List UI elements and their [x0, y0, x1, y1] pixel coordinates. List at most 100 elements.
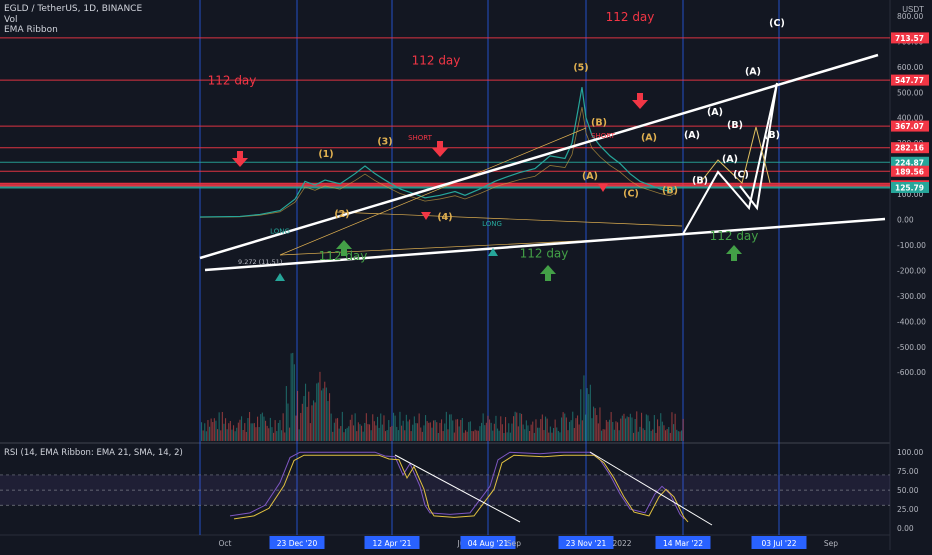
- currency-label[interactable]: USDT: [902, 5, 924, 14]
- volume-bar: [682, 418, 684, 441]
- ema-ribbon-legend[interactable]: EMA Ribbon: [4, 25, 58, 35]
- y-tick-label: 500.00: [897, 88, 923, 97]
- rsi-signal-line: [233, 454, 689, 523]
- volume-bar: [554, 419, 556, 441]
- volume-bar: [585, 414, 587, 441]
- volume-bar: [594, 408, 596, 441]
- volume-bar: [540, 419, 542, 441]
- volume-bar: [469, 421, 471, 441]
- volume-bar: [561, 417, 563, 441]
- volume-bar: [613, 429, 615, 441]
- volume-bar: [609, 419, 611, 441]
- volume-bar: [255, 427, 257, 441]
- volume-bar: [229, 420, 231, 441]
- volume-bar: [338, 428, 340, 441]
- volume-bar: [599, 407, 601, 441]
- volume-bar: [361, 425, 363, 441]
- volume-bar: [481, 422, 483, 441]
- volume-bar: [557, 430, 559, 441]
- volume-bar: [457, 419, 459, 441]
- volume-bar: [562, 412, 564, 441]
- volume-bar: [434, 420, 436, 441]
- x-tick-label: 04 Aug '21: [468, 539, 509, 548]
- volume-bar: [610, 412, 612, 441]
- volume-bar: [343, 432, 345, 441]
- volume-bar: [290, 353, 292, 441]
- volume-bar: [532, 421, 534, 441]
- volume-bar: [300, 412, 302, 441]
- volume-bar: [359, 424, 361, 441]
- price-tag-bg: [891, 120, 929, 132]
- volume-bar: [508, 423, 510, 441]
- symbol-title[interactable]: EGLD / TetherUS, 1D, BINANCE: [4, 4, 143, 14]
- volume-bar: [444, 423, 446, 441]
- volume-bar: [490, 422, 492, 441]
- volume-bar: [223, 423, 225, 441]
- volume-bar: [636, 411, 638, 441]
- projection-path: [682, 82, 778, 235]
- date-highlight-bg: [751, 536, 807, 549]
- volume-bar: [389, 426, 391, 441]
- volume-bar: [333, 422, 335, 441]
- volume-bar: [521, 413, 523, 441]
- volume-bar: [372, 414, 374, 441]
- volume-bar: [257, 416, 259, 441]
- volume-bar: [445, 411, 447, 441]
- volume-bar: [633, 432, 635, 441]
- x-tick-label: Sep: [824, 539, 838, 548]
- volume-bar: [393, 412, 395, 441]
- volume-bar: [477, 430, 479, 441]
- volume-legend[interactable]: Vol: [4, 15, 18, 25]
- volume-bar: [327, 401, 329, 441]
- volume-bar: [669, 432, 671, 441]
- volume-bar: [441, 419, 443, 441]
- date-highlight-bg: [364, 536, 420, 549]
- volume-bar: [660, 413, 662, 441]
- down-arrow-icon: [232, 151, 248, 167]
- volume-bar: [569, 421, 571, 441]
- volume-bar: [517, 426, 519, 441]
- volume-bar: [553, 428, 555, 441]
- arrow-shaft: [731, 253, 737, 261]
- volume-bar: [381, 424, 383, 441]
- volume-bar: [577, 415, 579, 441]
- volume-bar: [426, 421, 428, 441]
- volume-bar: [253, 423, 255, 441]
- volume-bar: [385, 431, 387, 441]
- volume-bar: [527, 425, 529, 441]
- volume-bar: [676, 429, 678, 441]
- volume-bar: [509, 432, 511, 441]
- rsi-legend[interactable]: RSI (14, EMA Ribbon: EMA 21, SMA, 14, 2): [4, 448, 183, 458]
- volume-bar: [386, 430, 388, 441]
- volume-bar: [325, 387, 327, 441]
- volume-bar: [412, 424, 414, 441]
- volume-bar: [505, 417, 507, 441]
- volume-bar: [221, 411, 223, 441]
- volume-bar: [473, 431, 475, 441]
- volume-bar: [628, 417, 630, 441]
- volume-bar: [279, 420, 281, 441]
- volume-bar: [573, 427, 575, 441]
- date-highlight-bg: [655, 536, 711, 549]
- volume-bar: [559, 432, 561, 441]
- volume-bar: [529, 430, 531, 441]
- volume-bar: [282, 413, 284, 441]
- volume-bar: [401, 425, 403, 441]
- volume-bar: [602, 429, 604, 441]
- volume-bar: [212, 422, 214, 441]
- volume-bar: [639, 426, 641, 441]
- volume-bar: [522, 424, 524, 441]
- volume-bar: [351, 414, 353, 441]
- price-tag-bg: [891, 165, 929, 177]
- volume-bar: [556, 427, 558, 441]
- volume-bar: [450, 414, 452, 441]
- volume-bar: [634, 418, 636, 441]
- volume-bar: [489, 419, 491, 441]
- volume-bar: [637, 431, 639, 441]
- annotation-label: 112 day: [412, 53, 461, 67]
- volume-bar: [301, 403, 303, 441]
- volume-bar: [465, 430, 467, 441]
- volume-bar: [644, 430, 646, 441]
